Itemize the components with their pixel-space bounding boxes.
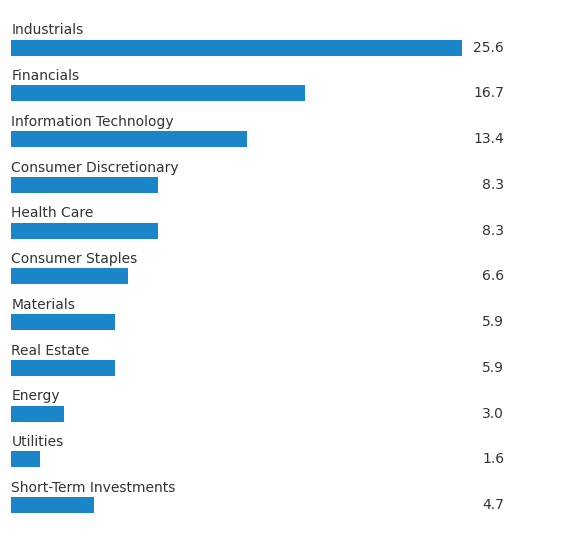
Text: 8.3: 8.3 [482,178,504,192]
Text: 25.6: 25.6 [473,41,504,55]
Bar [11,85,305,101]
Bar [11,269,128,284]
Text: 5.9: 5.9 [482,361,504,375]
Text: 4.7: 4.7 [482,498,504,512]
Bar [11,222,158,238]
Text: Energy: Energy [11,390,60,403]
Text: Utilities: Utilities [11,435,64,449]
Text: Materials: Materials [11,298,75,312]
Text: Health Care: Health Care [11,207,94,220]
Bar [11,406,64,421]
Bar [11,39,462,55]
Text: 3.0: 3.0 [482,407,504,420]
Text: Consumer Staples: Consumer Staples [11,252,138,266]
Bar [11,131,248,147]
Text: 1.6: 1.6 [482,452,504,466]
Text: Real Estate: Real Estate [11,344,90,358]
Text: Information Technology: Information Technology [11,115,174,129]
Text: 6.6: 6.6 [482,269,504,283]
Text: 5.9: 5.9 [482,315,504,329]
Bar [11,360,115,376]
Bar [11,314,115,330]
Bar [11,497,94,513]
Text: Short-Term Investments: Short-Term Investments [11,481,176,495]
Text: 8.3: 8.3 [482,224,504,237]
Text: Consumer Discretionary: Consumer Discretionary [11,161,179,175]
Text: Industrials: Industrials [11,24,84,37]
Text: 16.7: 16.7 [473,86,504,100]
Text: Financials: Financials [11,69,80,83]
Bar [11,177,158,193]
Text: 13.4: 13.4 [473,132,504,146]
Bar [11,451,40,467]
